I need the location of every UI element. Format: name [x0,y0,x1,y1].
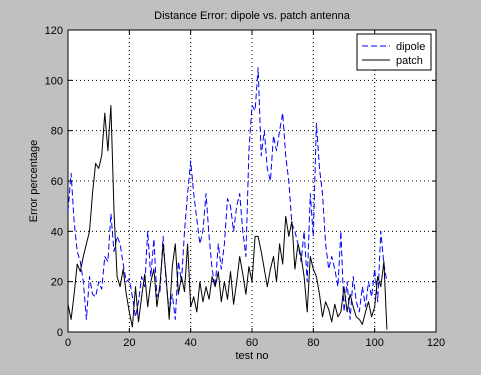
x-tick-label: 0 [65,337,71,349]
y-tick-label: 60 [51,176,63,188]
y-tick-label: 100 [45,75,63,87]
y-tick-label: 0 [57,327,63,339]
x-tick-label: 40 [185,337,197,349]
legend-patch-label: patch [396,55,423,67]
axis-ticks: 0 20 40 60 80 100 120 0 20 40 60 80 100 120 [45,25,446,349]
series-line-patch [67,105,388,330]
legend-box [356,33,432,71]
x-tick-label: 100 [365,337,383,349]
x-tick-label: 80 [307,337,319,349]
y-tick-label: 80 [51,126,63,138]
x-tick-label: 120 [427,337,445,349]
y-tick-label: 120 [45,25,63,37]
y-axis-label: Error percentage [28,140,40,223]
x-tick-label: 60 [246,337,258,349]
series-layer [67,67,388,330]
y-tick-label: 20 [51,277,63,289]
legend: dipole patch [356,33,432,71]
chart-title: Distance Error: dipole vs. patch antenna [154,10,351,22]
y-tick-label: 40 [51,226,63,238]
x-tick-label: 20 [123,337,135,349]
legend-dipole-label: dipole [396,41,425,53]
x-axis-label: test no [235,350,268,362]
series-line-dipole [67,67,388,320]
